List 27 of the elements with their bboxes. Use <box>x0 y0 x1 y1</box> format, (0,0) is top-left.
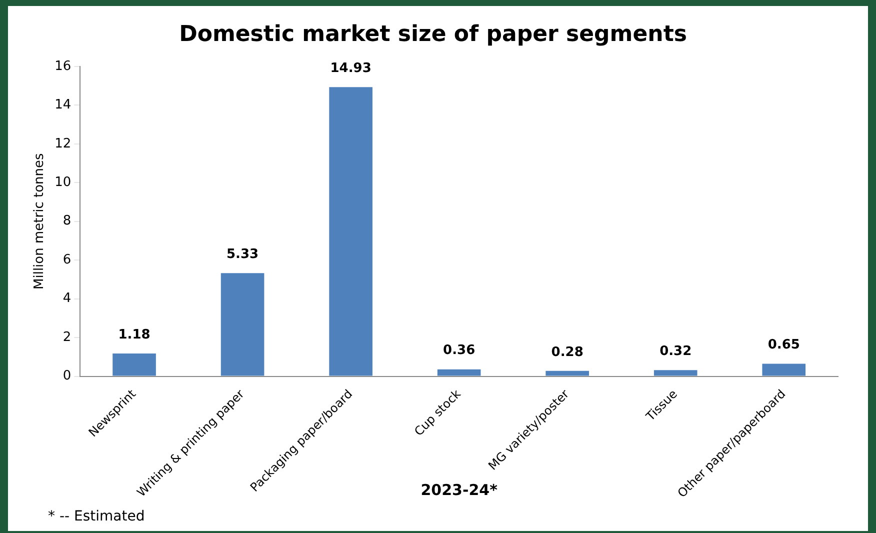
y-tick-label: 10 <box>54 174 72 190</box>
data-label: 1.18 <box>118 327 150 342</box>
data-label: 0.28 <box>551 344 584 360</box>
y-tick-label: 6 <box>62 252 72 268</box>
y-tick-label: 4 <box>62 291 72 306</box>
y-tick-label: 0 <box>62 368 72 384</box>
bar <box>546 370 589 376</box>
y-axis-title: Million metric tonnes <box>32 152 48 290</box>
chart-title: Domestic market size of paper segments <box>179 22 687 47</box>
data-label: 0.65 <box>768 338 800 353</box>
bar <box>437 369 481 376</box>
bar <box>112 353 156 376</box>
bar <box>329 87 372 376</box>
data-label: 0.36 <box>443 343 476 358</box>
y-tick-label: 12 <box>54 136 72 152</box>
data-label: 5.33 <box>226 246 259 262</box>
y-tick-label: 2 <box>62 330 72 345</box>
bar <box>762 364 806 376</box>
data-label: 0.32 <box>660 344 692 359</box>
data-label: 14.93 <box>330 61 372 76</box>
y-tick-label: 16 <box>54 58 72 74</box>
x-axis-title: 2023-24* <box>420 480 498 499</box>
bar <box>220 273 264 376</box>
bar <box>654 370 698 376</box>
y-tick-label: 8 <box>62 214 72 229</box>
text: * -- Estimated <box>48 508 145 525</box>
y-tick-label: 14 <box>54 98 72 113</box>
